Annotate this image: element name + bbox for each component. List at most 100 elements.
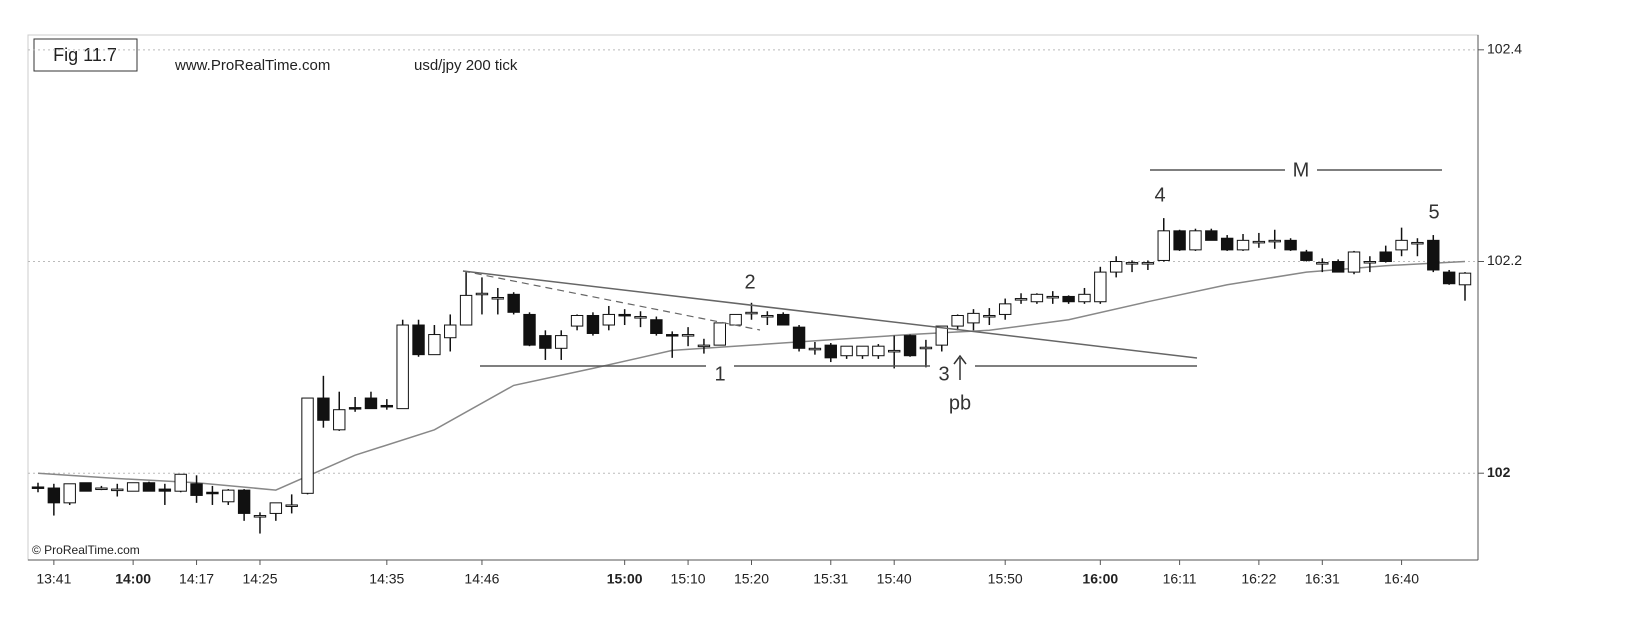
candle <box>269 502 283 521</box>
x-tick-label: 13:41 <box>36 571 71 587</box>
candle <box>1189 228 1202 251</box>
annotations: 1 2 3 4 5 M pb <box>462 159 1442 414</box>
candle-body <box>1395 239 1408 251</box>
candle-body <box>634 316 647 319</box>
x-tick-label: 16:31 <box>1305 571 1340 587</box>
candle <box>1205 228 1218 241</box>
candle-body <box>1094 271 1107 303</box>
candle <box>650 316 663 336</box>
candle-body <box>396 324 409 410</box>
candle <box>555 330 568 360</box>
candle-body <box>269 502 283 514</box>
candle-body <box>348 407 362 410</box>
candle <box>1173 229 1186 251</box>
candle <box>428 325 441 356</box>
candle <box>792 325 806 352</box>
candle <box>47 483 61 516</box>
candle <box>237 489 251 521</box>
candle <box>412 319 425 357</box>
candle <box>1458 272 1472 301</box>
candle-body <box>1236 239 1250 251</box>
candle <box>713 322 726 346</box>
trend-line-dashed <box>462 270 761 331</box>
candle-body <box>1268 239 1281 243</box>
candle-body <box>1014 298 1028 301</box>
x-tick-label: 15:00 <box>607 571 643 587</box>
candle <box>1331 259 1345 273</box>
candle <box>618 309 631 326</box>
candle <box>523 312 536 347</box>
candle-body <box>570 314 584 327</box>
candle-body <box>887 349 901 353</box>
candle <box>317 375 330 428</box>
candle-body <box>333 409 346 431</box>
y-tick-label: 102.4 <box>1487 41 1522 57</box>
candle-body <box>317 397 330 421</box>
candle-body <box>777 313 790 326</box>
annotation: 4 <box>1154 184 1165 206</box>
credit: © ProRealTime.com <box>32 543 140 557</box>
candle-body <box>364 397 378 410</box>
candle <box>983 308 996 326</box>
candle <box>285 494 298 514</box>
candle-body <box>808 347 822 351</box>
candle <box>967 309 980 331</box>
candle <box>507 292 520 315</box>
candle-body <box>761 314 774 318</box>
candle <box>79 482 92 492</box>
candle <box>1316 258 1329 273</box>
candle <box>1014 293 1028 304</box>
candle-body <box>872 345 885 357</box>
candle <box>1379 245 1392 263</box>
candle <box>808 341 822 355</box>
candle-body <box>539 335 552 349</box>
candle <box>1157 218 1170 262</box>
candle-body <box>840 345 853 357</box>
candle <box>95 485 108 491</box>
candle-body <box>222 489 235 503</box>
candle-body <box>1347 251 1361 273</box>
candle <box>1125 260 1139 273</box>
candle-body <box>1205 230 1218 241</box>
candle <box>475 277 489 315</box>
candle <box>1268 229 1281 249</box>
candle-body <box>951 314 964 327</box>
candle-body <box>792 326 806 349</box>
candle <box>1411 238 1424 257</box>
candle-body <box>1300 251 1313 261</box>
candle-body <box>666 334 679 337</box>
y-tick-label: 102 <box>1487 464 1511 480</box>
candle-body <box>475 292 489 296</box>
annotation: M <box>1293 159 1310 181</box>
candle <box>380 399 394 410</box>
chart-title: Fig 11.7 <box>53 45 117 65</box>
candle-body <box>1173 230 1186 251</box>
candle <box>1395 227 1408 257</box>
candle <box>111 483 124 497</box>
candle <box>1284 238 1297 251</box>
candle <box>1220 235 1234 251</box>
candle-body <box>237 489 251 514</box>
candle-body <box>967 312 980 324</box>
candle <box>998 298 1012 320</box>
candle <box>190 475 203 503</box>
candle-body <box>63 483 76 504</box>
candle-body <box>111 488 124 492</box>
candle <box>1094 266 1107 304</box>
candle-body <box>1331 261 1345 273</box>
candle <box>634 311 647 328</box>
candle-body <box>935 325 948 346</box>
candle-body <box>919 346 933 350</box>
candle-body <box>824 344 837 359</box>
candle <box>1062 295 1075 304</box>
candle <box>1300 249 1313 262</box>
candle <box>1427 235 1440 273</box>
candle <box>1141 260 1155 270</box>
candle-body <box>1411 241 1424 245</box>
candle-body <box>1220 237 1234 251</box>
annotation: 1 <box>714 363 725 385</box>
candle-body <box>1046 295 1059 299</box>
candle <box>729 313 742 326</box>
candle <box>919 339 933 368</box>
candle <box>459 272 473 326</box>
